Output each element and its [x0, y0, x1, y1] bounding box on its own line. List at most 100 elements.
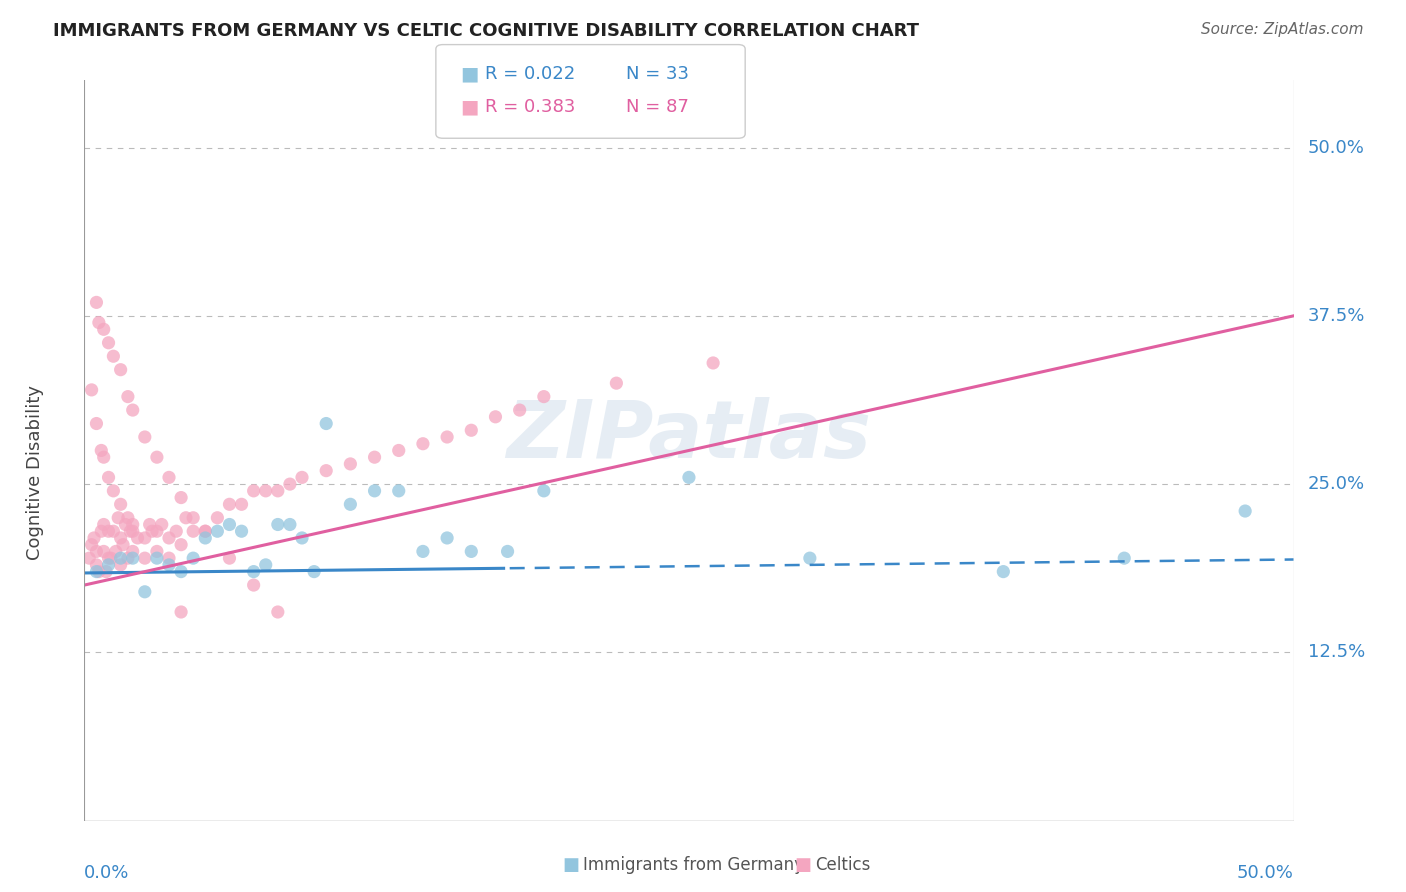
Point — [460, 544, 482, 558]
Point — [103, 349, 125, 363]
Point — [157, 558, 180, 572]
Point — [117, 390, 139, 404]
Point — [97, 470, 120, 484]
Text: R = 0.383: R = 0.383 — [485, 98, 575, 116]
Point — [412, 544, 434, 558]
Point — [100, 551, 122, 566]
Point — [339, 457, 361, 471]
Point — [134, 531, 156, 545]
Point — [799, 551, 821, 566]
Point — [86, 417, 108, 431]
Point — [181, 524, 204, 539]
Text: 12.5%: 12.5% — [1308, 643, 1365, 661]
Point — [174, 510, 197, 524]
Point — [121, 551, 143, 566]
Point — [146, 524, 169, 539]
Point — [194, 531, 217, 545]
Point — [267, 517, 290, 532]
Point — [97, 558, 120, 572]
Text: 25.0%: 25.0% — [1308, 475, 1365, 493]
Point — [170, 538, 193, 552]
Point — [93, 517, 115, 532]
Point — [80, 538, 103, 552]
Point — [146, 551, 169, 566]
Point — [121, 524, 143, 539]
Point — [291, 470, 314, 484]
Point — [436, 430, 458, 444]
Point — [157, 470, 180, 484]
Point — [605, 376, 627, 391]
Point — [93, 322, 115, 336]
Text: Immigrants from Germany: Immigrants from Germany — [583, 856, 804, 874]
Point — [170, 565, 193, 579]
Point — [678, 470, 700, 484]
Point — [97, 335, 120, 350]
Point — [278, 477, 301, 491]
Point — [254, 558, 277, 572]
Point — [242, 483, 264, 498]
Text: 50.0%: 50.0% — [1308, 138, 1365, 157]
Point — [87, 316, 110, 330]
Point — [436, 531, 458, 545]
Point — [302, 565, 325, 579]
Point — [110, 558, 132, 572]
Point — [134, 584, 156, 599]
Point — [94, 565, 117, 579]
Point — [150, 517, 173, 532]
Text: N = 33: N = 33 — [626, 65, 689, 83]
Point — [267, 605, 290, 619]
Point — [114, 517, 136, 532]
Point — [86, 565, 108, 579]
Point — [231, 497, 253, 511]
Point — [117, 551, 139, 566]
Point — [533, 483, 555, 498]
Point — [90, 524, 112, 539]
Point — [231, 524, 253, 539]
Point — [110, 531, 132, 545]
Text: Celtics: Celtics — [815, 856, 870, 874]
Point — [97, 551, 120, 566]
Point — [146, 450, 169, 465]
Point — [388, 483, 411, 498]
Point — [77, 551, 100, 566]
Point — [86, 544, 108, 558]
Point — [117, 510, 139, 524]
Point — [170, 491, 193, 505]
Point — [107, 510, 129, 524]
Point — [121, 517, 143, 532]
Point — [110, 362, 132, 376]
Point — [157, 531, 180, 545]
Point — [181, 510, 204, 524]
Point — [104, 544, 127, 558]
Text: ■: ■ — [562, 856, 579, 874]
Point — [315, 417, 337, 431]
Point — [157, 551, 180, 566]
Point — [218, 551, 240, 566]
Point — [86, 558, 108, 572]
Point — [363, 450, 385, 465]
Point — [218, 517, 240, 532]
Point — [110, 551, 132, 566]
Point — [146, 544, 169, 558]
Text: 0.0%: 0.0% — [84, 863, 129, 881]
Point — [97, 524, 120, 539]
Point — [291, 531, 314, 545]
Point — [134, 430, 156, 444]
Point — [83, 531, 105, 545]
Text: Source: ZipAtlas.com: Source: ZipAtlas.com — [1201, 22, 1364, 37]
Point — [207, 524, 229, 539]
Point — [80, 383, 103, 397]
Point — [315, 464, 337, 478]
Text: ■: ■ — [460, 97, 478, 117]
Point — [278, 517, 301, 532]
Text: R = 0.022: R = 0.022 — [485, 65, 575, 83]
Point — [120, 524, 142, 539]
Point — [993, 565, 1015, 579]
Point — [1114, 551, 1136, 566]
Point — [339, 497, 361, 511]
Text: IMMIGRANTS FROM GERMANY VS CELTIC COGNITIVE DISABILITY CORRELATION CHART: IMMIGRANTS FROM GERMANY VS CELTIC COGNIT… — [53, 22, 920, 40]
Text: 37.5%: 37.5% — [1308, 307, 1365, 325]
Point — [93, 544, 115, 558]
Point — [134, 551, 156, 566]
Point — [484, 409, 506, 424]
